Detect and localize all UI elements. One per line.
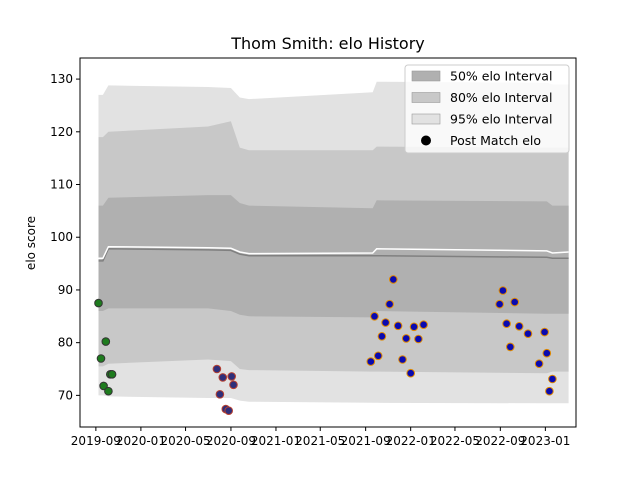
plot-area xyxy=(94,81,569,416)
legend-label: 50% elo Interval xyxy=(450,69,552,84)
chart-title: Thom Smith: elo History xyxy=(230,34,425,53)
post-match-elo-point xyxy=(548,374,557,384)
post-match-elo-point xyxy=(406,368,416,378)
post-match-elo-point xyxy=(381,318,390,327)
post-match-elo-point xyxy=(370,312,379,321)
post-match-elo-point xyxy=(99,381,108,391)
post-match-elo-point xyxy=(510,297,520,307)
legend-label: 80% elo Interval xyxy=(450,90,552,105)
legend-swatch xyxy=(411,70,441,82)
post-match-elo-point xyxy=(104,386,113,396)
post-match-elo-point xyxy=(409,322,419,332)
post-match-elo-point xyxy=(540,327,549,337)
post-match-elo-point xyxy=(514,322,524,331)
legend-label: 95% elo Interval xyxy=(450,112,552,127)
y-tick-label: 130 xyxy=(50,72,73,86)
x-tick-label: 2021-05 xyxy=(295,434,345,448)
post-match-elo-point xyxy=(94,298,103,308)
post-match-elo-point xyxy=(227,372,236,381)
post-match-elo-point xyxy=(212,364,222,374)
axes: 7080901001101201302019-092020-012020-052… xyxy=(50,57,577,448)
x-tick-label: 2020-09 xyxy=(206,434,256,448)
post-match-elo-point xyxy=(96,354,106,363)
post-match-elo-point xyxy=(393,321,403,331)
post-match-elo-point xyxy=(377,332,387,341)
mean-elo-line xyxy=(98,245,569,260)
legend-marker xyxy=(421,135,431,146)
post-match-elo-point xyxy=(398,355,407,364)
axes-frame xyxy=(79,57,577,428)
post-match-elo-point xyxy=(218,373,228,382)
post-match-elo-point xyxy=(534,359,544,369)
y-tick-label: 70 xyxy=(58,388,73,402)
x-tick-label: 2020-05 xyxy=(160,434,210,448)
x-tick-label: 2021-09 xyxy=(341,434,391,448)
post-match-elo-point xyxy=(389,275,398,284)
post-match-elo-point xyxy=(385,299,394,309)
post-match-elo-point xyxy=(523,329,533,339)
y-axis-label: elo score xyxy=(24,216,38,270)
post-match-elo-point xyxy=(229,380,238,390)
x-tick-label: 2019-09 xyxy=(71,434,121,448)
post-match-elo-point xyxy=(545,386,554,396)
post-match-elo-point xyxy=(401,334,411,343)
post-match-elo-point xyxy=(502,319,511,329)
x-tick-label: 2023-01 xyxy=(520,434,570,448)
y-tick-label: 120 xyxy=(50,125,73,139)
x-tick-label: 2020-01 xyxy=(116,434,166,448)
post-match-elo-point xyxy=(107,370,117,379)
post-match-elo-point xyxy=(366,357,376,366)
legend-swatch xyxy=(411,92,441,103)
legend: 50% elo Interval 80% elo Interval 95% elo … xyxy=(404,64,570,154)
post-match-elo-point xyxy=(495,299,504,309)
y-tick-label: 90 xyxy=(58,283,73,297)
x-tick-label: 2022-05 xyxy=(430,434,480,448)
median-elo-line xyxy=(98,248,569,262)
x-tick-label: 2021-01 xyxy=(251,434,301,448)
y-tick-label: 100 xyxy=(50,230,73,244)
post-match-elo-point xyxy=(224,406,233,416)
post-match-elo-point xyxy=(215,390,225,399)
x-tick-label: 2022-01 xyxy=(386,434,436,448)
post-match-elo-point xyxy=(498,286,508,295)
post-match-elo-point xyxy=(101,337,111,346)
legend-swatch xyxy=(411,113,441,125)
x-tick-label: 2022-09 xyxy=(475,434,525,448)
y-tick-label: 80 xyxy=(58,336,73,350)
post-match-elo-point xyxy=(373,351,383,361)
legend-label: Post Match elo xyxy=(450,133,541,148)
post-match-elo-point xyxy=(419,320,428,330)
legend-box xyxy=(404,64,570,154)
post-match-elo-point xyxy=(506,342,515,352)
y-tick-label: 110 xyxy=(50,178,73,192)
post-match-elo-point xyxy=(414,334,423,344)
post-match-elo-point xyxy=(542,348,552,358)
